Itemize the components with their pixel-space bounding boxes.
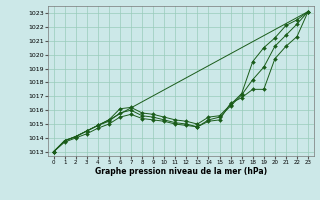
X-axis label: Graphe pression niveau de la mer (hPa): Graphe pression niveau de la mer (hPa) xyxy=(95,167,267,176)
